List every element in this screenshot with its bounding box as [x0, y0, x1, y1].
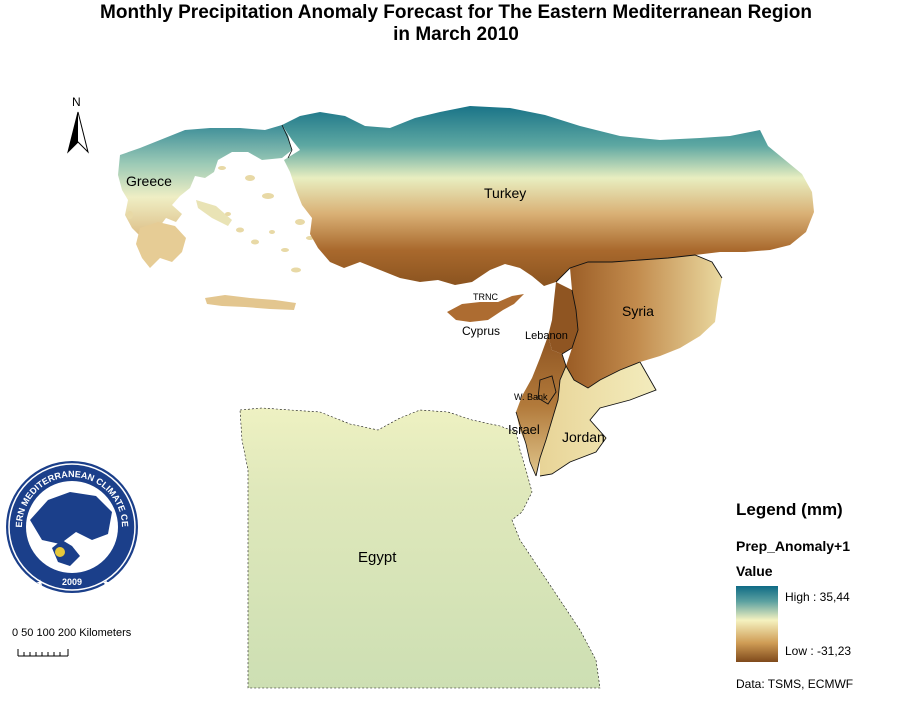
label-west-bank: W. Bank — [514, 392, 548, 402]
syria-region — [566, 255, 722, 388]
logo-year: 2009 — [62, 577, 82, 587]
turkey-region — [282, 106, 814, 286]
scale-bar-label: 0 50 100 200 Kilometers — [12, 627, 132, 639]
levant-borders — [535, 254, 723, 477]
label-jordan: Jordan — [562, 429, 605, 445]
crete-island — [205, 295, 296, 310]
legend-low-label: Low : -31,23 — [785, 644, 852, 658]
data-credit: Data: TSMS, ECMWF — [736, 677, 854, 691]
label-syria: Syria — [622, 303, 654, 319]
legend-heading: Legend (mm) — [736, 500, 843, 519]
greece-region — [118, 125, 292, 236]
label-israel: Israel — [508, 422, 540, 437]
euboea-island — [196, 200, 232, 226]
logo-ring-text: EASTERN MEDITERRANEAN CLIMATE CENTRE — [0, 0, 130, 528]
legend-value-label: Value — [736, 563, 773, 579]
greece-turkey-border — [281, 124, 293, 159]
legend-high-label: High : 35,44 — [785, 590, 850, 604]
israel-region — [516, 336, 566, 476]
peloponnese-region — [136, 222, 186, 268]
map-title-line-1: Monthly Precipitation Anomaly Forecast f… — [100, 2, 812, 23]
lebanon-region — [548, 282, 578, 354]
label-greece: Greece — [126, 173, 172, 189]
label-cyprus: Cyprus — [462, 324, 500, 338]
logo-star-right-icon: ★ — [102, 578, 110, 588]
label-trnc: TRNC — [473, 292, 498, 302]
logo-star-left-icon: ★ — [36, 578, 44, 588]
sinai-border — [515, 411, 537, 477]
map-title-line-2: in March 2010 — [393, 24, 519, 45]
north-arrow-icon — [67, 111, 89, 154]
jordan-region — [540, 362, 656, 476]
legend-color-ramp — [736, 586, 778, 662]
emcc-logo: EASTERN MEDITERRANEAN CLIMATE CENTRE ★ ★… — [0, 0, 138, 593]
label-turkey: Turkey — [484, 185, 526, 201]
north-arrow-label: N — [72, 95, 81, 109]
label-lebanon: Lebanon — [525, 330, 568, 342]
legend-field-name: Prep_Anomaly+1 — [736, 538, 850, 554]
aegean-islands — [127, 166, 314, 273]
label-egypt: Egypt — [358, 549, 397, 566]
egypt-region — [239, 407, 601, 689]
scale-bar — [17, 649, 69, 657]
cyprus-island — [447, 294, 524, 322]
